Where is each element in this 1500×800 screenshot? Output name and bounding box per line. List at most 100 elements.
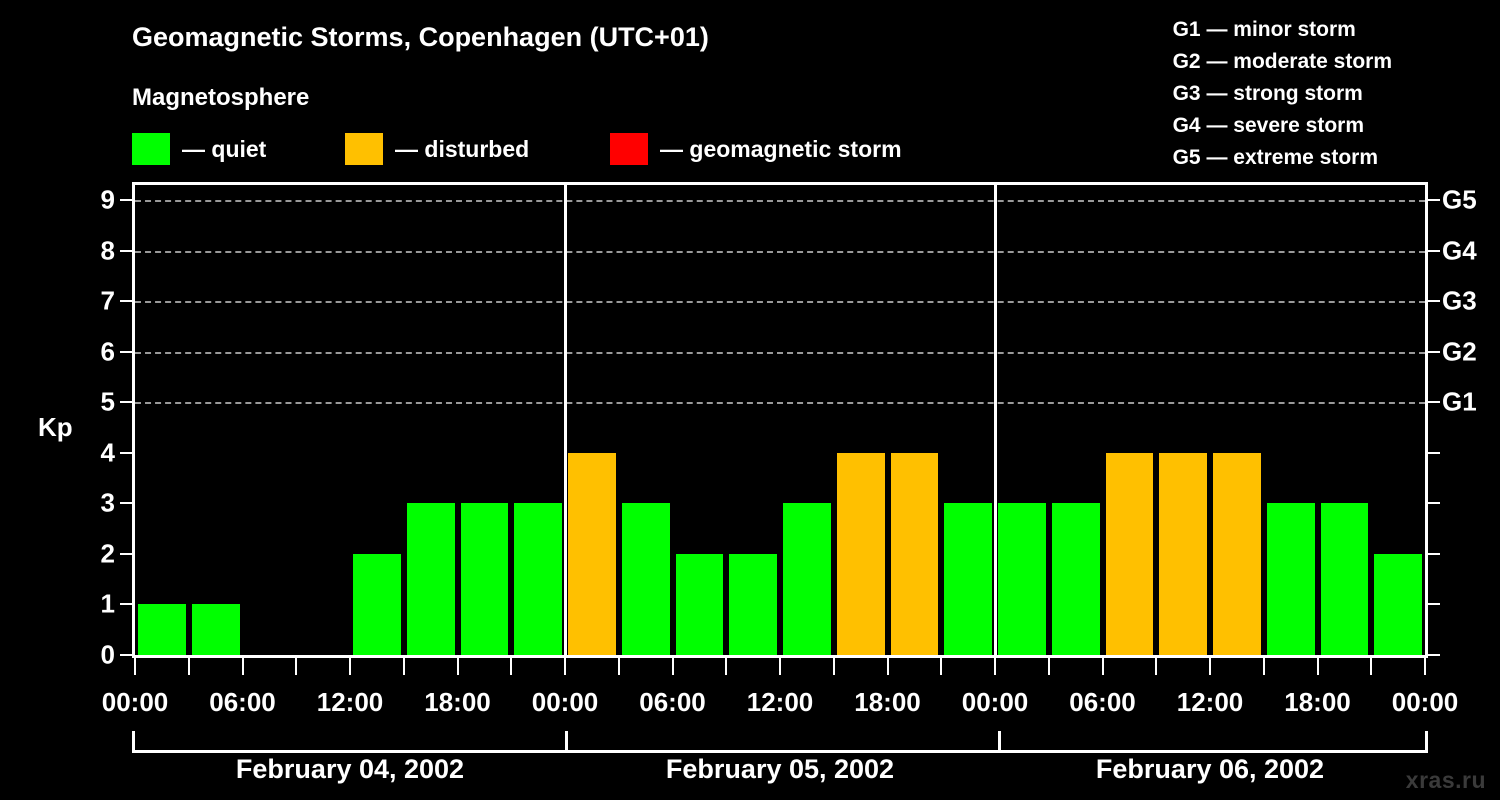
gridline-kp-8 bbox=[135, 250, 1425, 253]
g-scale-legend: G1 — minor storm G2 — moderate storm G3 … bbox=[1173, 14, 1392, 174]
y-tick-label-5: 5 bbox=[100, 386, 115, 417]
x-tick bbox=[1047, 658, 1050, 675]
y-tick-label-9: 9 bbox=[100, 184, 115, 215]
g-scale-item-g4: G4 — severe storm bbox=[1172, 114, 1365, 137]
bar bbox=[460, 503, 509, 655]
x-tick bbox=[1101, 658, 1104, 675]
gridline-kp-5 bbox=[135, 402, 1425, 405]
bar bbox=[621, 503, 670, 655]
y-tick-right-8 bbox=[1428, 249, 1440, 252]
x-tick bbox=[241, 658, 244, 675]
x-tick-label: 18:00 bbox=[854, 687, 921, 717]
y-tick-label-7: 7 bbox=[100, 285, 115, 316]
y-tick-label-0: 0 bbox=[100, 639, 115, 670]
x-tick bbox=[564, 658, 566, 675]
legend-label-disturbed: — disturbed bbox=[395, 135, 530, 162]
y-tick-right-3 bbox=[1428, 502, 1440, 505]
g-level-label-G2: G2 bbox=[1442, 336, 1477, 367]
bar bbox=[353, 553, 401, 655]
y-tick-left-8 bbox=[120, 249, 132, 252]
x-tick bbox=[671, 658, 674, 675]
x-tick bbox=[1262, 658, 1265, 675]
bar bbox=[836, 452, 885, 655]
legend-swatch-storm bbox=[610, 133, 648, 165]
x-tick-label: 06:00 bbox=[209, 687, 276, 717]
x-tick-label: 12:00 bbox=[316, 687, 384, 717]
g-level-label-G4: G4 bbox=[1442, 235, 1477, 266]
date-label: February 05, 2002 bbox=[665, 754, 895, 784]
y-tick-right-2 bbox=[1428, 552, 1440, 555]
bar bbox=[1320, 503, 1369, 655]
bar bbox=[191, 604, 240, 655]
legend-item-disturbed: — disturbed bbox=[345, 132, 529, 166]
page-title: Geomagnetic Storms, Copenhagen (UTC+01) bbox=[132, 22, 709, 52]
date-bracket-line bbox=[132, 750, 1428, 753]
plot-area bbox=[132, 182, 1428, 658]
g-level-label-G5: G5 bbox=[1442, 184, 1477, 215]
chart-subtitle: Magnetosphere bbox=[132, 84, 310, 111]
bar bbox=[944, 503, 992, 655]
bar bbox=[138, 604, 186, 655]
x-tick-label: 06:00 bbox=[1069, 687, 1136, 717]
y-tick-label-1: 1 bbox=[100, 588, 115, 619]
y-tick-right-4 bbox=[1428, 451, 1440, 454]
y-tick-right-5 bbox=[1428, 401, 1440, 404]
g-scale-item-g3: G3 — strong storm bbox=[1172, 82, 1363, 105]
y-tick-left-1 bbox=[120, 603, 132, 606]
x-tick-label: 00:00 bbox=[101, 687, 169, 717]
date-bracket-tick-end bbox=[1425, 731, 1428, 753]
x-tick bbox=[886, 658, 889, 675]
bar bbox=[406, 503, 455, 655]
y-axis-title: Kp bbox=[38, 412, 73, 442]
x-tick bbox=[349, 658, 351, 675]
y-tick-label-6: 6 bbox=[100, 336, 115, 367]
x-tick-label: 18:00 bbox=[424, 687, 491, 717]
gridline-kp-9 bbox=[135, 200, 1425, 203]
y-tick-left-2 bbox=[120, 552, 132, 555]
gridline-kp-6 bbox=[135, 351, 1425, 354]
g-scale-item-g1: G1 — minor storm bbox=[1172, 18, 1356, 41]
x-tick bbox=[940, 658, 943, 675]
bar bbox=[675, 553, 724, 655]
x-tick-label: 12:00 bbox=[1176, 687, 1244, 717]
x-tick bbox=[134, 658, 136, 675]
x-tick-label: 00:00 bbox=[1391, 687, 1459, 717]
y-tick-label-3: 3 bbox=[100, 487, 115, 518]
date-bracket-tick-1 bbox=[565, 731, 568, 753]
bar bbox=[783, 503, 831, 655]
g-scale-item-g2: G2 — moderate storm bbox=[1172, 50, 1392, 73]
y-tick-left-6 bbox=[120, 350, 132, 353]
bar bbox=[568, 452, 616, 655]
bar bbox=[890, 452, 939, 655]
y-tick-left-7 bbox=[120, 300, 132, 303]
x-tick bbox=[1316, 658, 1319, 675]
day-separator bbox=[993, 185, 997, 655]
x-tick bbox=[295, 658, 298, 675]
legend-item-storm: — geomagnetic storm bbox=[610, 132, 902, 166]
y-tick-right-9 bbox=[1428, 199, 1440, 202]
y-tick-label-4: 4 bbox=[100, 437, 115, 468]
gridline-kp-7 bbox=[135, 301, 1425, 304]
bar bbox=[1159, 452, 1207, 655]
x-tick bbox=[1155, 658, 1158, 675]
bar bbox=[514, 503, 562, 655]
bar bbox=[1374, 553, 1422, 655]
x-tick bbox=[456, 658, 459, 675]
bar bbox=[1051, 503, 1100, 655]
bar bbox=[1266, 503, 1315, 655]
y-tick-right-6 bbox=[1428, 350, 1440, 353]
y-tick-label-8: 8 bbox=[100, 235, 115, 266]
legend-label-quiet: — quiet bbox=[182, 135, 267, 162]
legend-label-storm: — geomagnetic storm bbox=[660, 135, 902, 162]
date-label: February 04, 2002 bbox=[235, 754, 465, 784]
legend-swatch-disturbed bbox=[345, 133, 383, 165]
x-tick bbox=[994, 658, 996, 675]
y-tick-right-7 bbox=[1428, 300, 1440, 303]
x-tick bbox=[725, 658, 728, 675]
bar-series bbox=[135, 185, 1425, 655]
x-tick bbox=[832, 658, 835, 675]
g-scale-item-g5: G5 — extreme storm bbox=[1172, 146, 1379, 169]
x-tick bbox=[510, 658, 513, 675]
x-tick-label: 00:00 bbox=[531, 687, 599, 717]
x-tick bbox=[1370, 658, 1373, 675]
